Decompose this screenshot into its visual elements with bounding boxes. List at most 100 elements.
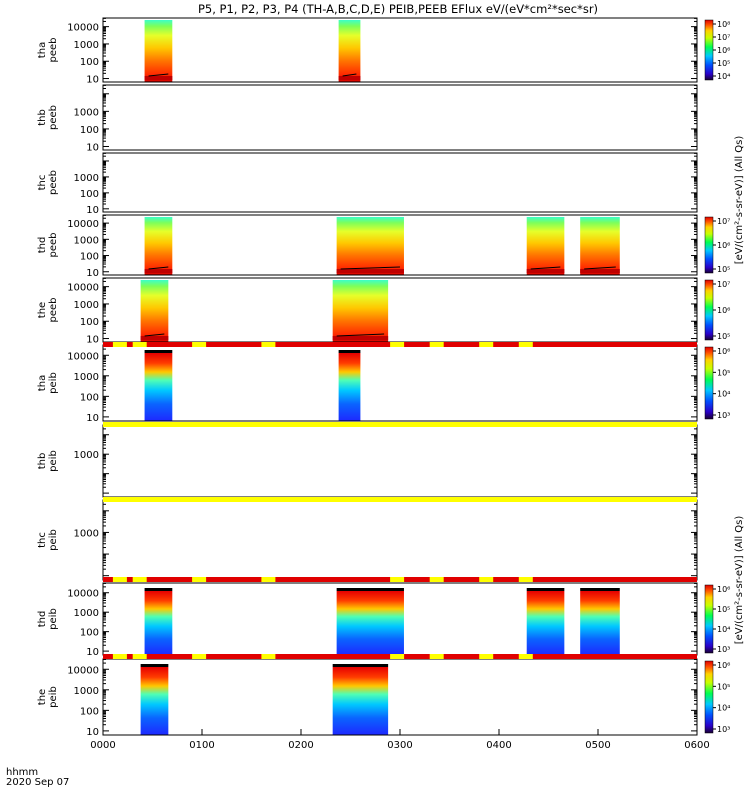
colorbar (704, 216, 714, 274)
colorbar-tick-label: 10⁶ (717, 661, 730, 670)
colorbar-tick-label: 10⁴ (717, 72, 730, 81)
panel-thc-peeb: 10 100 1000 thc peeb (37, 152, 698, 216)
data-block (580, 591, 620, 655)
data-block-trace (340, 266, 400, 270)
panel-frame (102, 17, 698, 83)
panel-thc-peeb: 10 100 1000 10000 tha peeb 10⁴ 10⁵ 10⁶ 10⁷ 10⁸ (37, 17, 730, 86)
y-tick-label: 100 (80, 252, 99, 263)
data-block-low-energy (144, 76, 173, 80)
data-block (144, 217, 173, 275)
y-axis-label: tha (37, 375, 48, 391)
y-tick-label: 10 (86, 335, 99, 346)
status-bar-segment (479, 577, 494, 582)
colorbar-tick-label: 10⁵ (717, 368, 730, 377)
x-tick-label: 0200 (288, 740, 313, 751)
x-tick-label: 0600 (684, 740, 709, 751)
data-block-trace (530, 266, 561, 270)
y-tick-label: 1000 (74, 235, 99, 246)
status-bar-segment (112, 577, 127, 582)
data-block (526, 591, 565, 655)
panel-frame (102, 658, 698, 736)
data-block-low-energy (336, 269, 404, 273)
status-bar-segment (261, 654, 276, 659)
status-bar-segment (261, 342, 276, 347)
figure-title: P5, P1, P2, P3, P4 (TH-A,B,C,D,E) PEIB,P… (198, 2, 598, 16)
status-bar-segment (192, 577, 207, 582)
x-tick-label: 0400 (486, 740, 511, 751)
status-bar-segment (132, 342, 147, 347)
status-bar-segment (390, 342, 405, 347)
data-block-top (140, 664, 169, 667)
status-bar-segment (192, 654, 207, 659)
colorbar (704, 660, 714, 734)
colorbar-tick-label: 10³ (717, 645, 730, 654)
status-bar-segment (429, 342, 444, 347)
status-bar (103, 422, 697, 427)
panel-frame (102, 424, 698, 498)
y-axis-label: peib (48, 529, 59, 551)
data-block-low-energy (526, 269, 565, 273)
x-axis: 0000 0100 0200 0300 0400 0500 0600 (90, 729, 710, 751)
y-tick-label: 10 (86, 142, 99, 153)
data-block-low-energy (144, 269, 173, 273)
panel-thb-peeb: 10 100 1000 thb peeb (37, 84, 698, 153)
data-block (526, 217, 565, 275)
y-tick-label: 10000 (67, 23, 99, 34)
data-block-trace (148, 73, 169, 77)
y-tick-label: 1000 (74, 450, 99, 461)
y-tick-label: 1000 (74, 173, 99, 184)
colorbar (704, 279, 714, 341)
status-bar-segment (112, 654, 127, 659)
data-block (338, 20, 361, 82)
status-bar-segment (429, 577, 444, 582)
y-axis-label: thb (37, 109, 48, 126)
data-block (336, 591, 404, 655)
colorbar (704, 19, 714, 81)
panel-frame (102, 344, 698, 422)
y-tick-label: 1000 (74, 372, 99, 383)
y-tick-label: 10 (86, 727, 99, 738)
y-tick-label: 100 (80, 706, 99, 717)
y-tick-label: 100 (80, 125, 99, 136)
panel-the-peeb: 10 100 1000 10000 the peeb 10⁵ 10⁶ 10⁷ (37, 277, 730, 346)
status-bar (103, 497, 697, 502)
x-tick-label: 0500 (585, 740, 610, 751)
data-block (332, 280, 389, 342)
y-axis-label: peib (48, 372, 59, 394)
data-block-low-energy (338, 76, 361, 80)
y-axis-label: peeb (48, 298, 59, 323)
y-tick-label: 10000 (67, 589, 99, 600)
data-block (336, 217, 404, 275)
y-axis-label: peib (48, 686, 59, 708)
status-bar-segment (390, 654, 405, 659)
status-bar-segment (479, 342, 494, 347)
colorbar-tick-label: 10⁷ (717, 280, 730, 289)
status-bar-segment (132, 577, 147, 582)
data-block-top (336, 588, 404, 591)
y-tick-label: 10 (86, 413, 99, 424)
y-tick-label: 10 (86, 205, 99, 216)
colorbar-tick-label: 10³ (717, 725, 730, 734)
data-block (580, 217, 620, 275)
y-axis-label: peeb (48, 170, 59, 195)
status-bar-segment (192, 342, 207, 347)
colorbar-tick-label: 10⁴ (717, 625, 730, 634)
y-axis-label: thc (37, 175, 48, 191)
colorbar-tick-label: 10³ (717, 411, 730, 420)
y-tick-label: 10000 (67, 351, 99, 362)
status-bar-segment (429, 654, 444, 659)
y-tick-label: 10000 (67, 665, 99, 676)
y-tick-label: 100 (80, 628, 99, 639)
y-tick-label: 10 (86, 75, 99, 86)
y-axis-label: peib (48, 608, 59, 630)
x-axis-label-line-1: hhmm (6, 767, 38, 778)
y-tick-label: 100 (80, 392, 99, 403)
status-bar-segment (518, 654, 533, 659)
data-block-top (526, 588, 565, 591)
status-bar-segment (479, 654, 494, 659)
y-tick-label: 100 (80, 57, 99, 68)
panel-thb-peib: 1000 thb peib (37, 424, 698, 498)
colorbar-tick-label: 10⁵ (717, 682, 730, 691)
y-tick-label: 100 (80, 189, 99, 200)
colorbar-tick-label: 10⁶ (717, 347, 730, 356)
